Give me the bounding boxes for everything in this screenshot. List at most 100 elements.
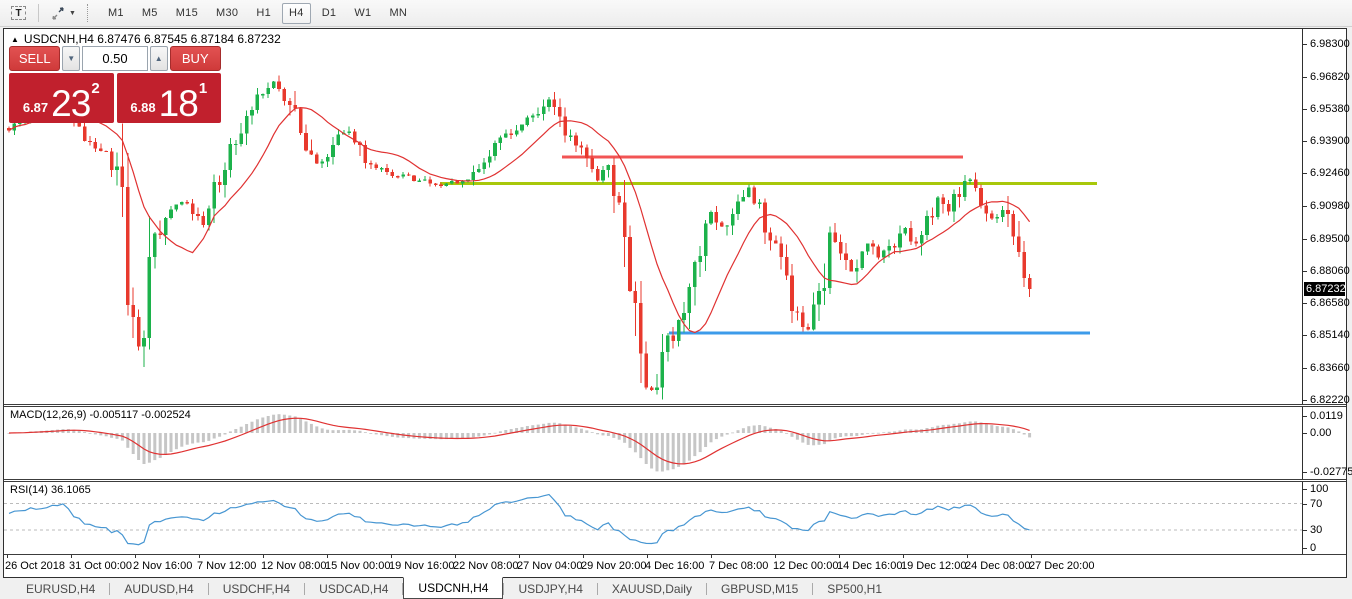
buy-button[interactable]: BUY xyxy=(169,46,221,71)
volume-input[interactable] xyxy=(82,46,148,71)
price-axis[interactable]: 6.98300 6.96820 6.95380 6.93900 6.92460 6.909… xyxy=(1303,29,1350,406)
rsi-indicator-pane[interactable]: RSI(14) 36.1065 xyxy=(4,482,1303,554)
toolbar-separator xyxy=(38,4,39,22)
price-tick-label: 6.89500 xyxy=(1310,233,1350,245)
timeframe-button-h1[interactable]: H1 xyxy=(256,7,272,19)
tab-divider xyxy=(304,582,306,595)
rsi-tick-label: 30 xyxy=(1310,524,1323,536)
sell-button[interactable]: SELL xyxy=(9,46,61,71)
tab-eurusd-h4[interactable]: EURUSD,H4 xyxy=(26,581,96,596)
pane-separator[interactable] xyxy=(4,404,1346,407)
sell-price-sup: 2 xyxy=(91,80,100,97)
macd-tick-label-tick xyxy=(1303,472,1307,473)
volume-increase-button[interactable]: ▲ xyxy=(150,46,168,71)
date-tick xyxy=(711,555,712,558)
top-toolbar: T ▼ M1 M5 M15 M30 H1 H4 D1 W1 MN xyxy=(0,0,1352,27)
tab-gbpusd-m15[interactable]: GBPUSD,M15 xyxy=(720,581,799,596)
price-tick-label-tick xyxy=(1303,109,1307,110)
price-tick-label: 6.86580 xyxy=(1310,297,1350,309)
timeframe-button-m30[interactable]: M30 xyxy=(216,7,239,19)
rsi-tick-label: 70 xyxy=(1310,498,1323,510)
price-tick-label-tick xyxy=(1303,206,1307,207)
pane-separator[interactable] xyxy=(4,479,1346,482)
collapse-panel-icon[interactable]: ▲ xyxy=(11,34,19,44)
price-tick-label: 6.92460 xyxy=(1310,167,1350,179)
price-tick-label-tick xyxy=(1303,141,1307,142)
price-tick-label: 6.88060 xyxy=(1310,265,1350,277)
timeframe-button-m1[interactable]: M1 xyxy=(107,7,124,19)
price-tick-label: 6.83660 xyxy=(1310,362,1350,374)
price-tick-label: 6.93900 xyxy=(1310,135,1350,147)
date-tick xyxy=(519,555,520,558)
buy-price-sup: 1 xyxy=(198,80,208,97)
tab-usdjpy-h4[interactable]: USDJPY,H4 xyxy=(518,581,583,596)
price-tick-label: 6.82220 xyxy=(1310,394,1350,406)
date-label: 12 Nov 08:00 xyxy=(261,560,327,572)
macd-tick-label-tick xyxy=(1303,416,1307,417)
one-click-trade-panel: SELL ▼ ▲ BUY 6.87 23 2 6.88 18 1 xyxy=(9,46,221,123)
date-tick xyxy=(327,555,328,558)
timeframe-button-w1[interactable]: W1 xyxy=(354,7,372,19)
date-tick xyxy=(71,555,72,558)
sell-price-prefix: 6.87 xyxy=(22,100,49,115)
toolbar-grip[interactable] xyxy=(86,4,93,22)
macd-indicator-pane[interactable]: MACD(12,26,9) -0.005117 -0.002524 xyxy=(4,407,1303,479)
rsi-axis[interactable]: 100 70 30 0 xyxy=(1303,482,1346,554)
tab-audusd-h4[interactable]: AUDUSD,H4 xyxy=(124,581,194,596)
price-tick-label: 6.85140 xyxy=(1310,329,1350,341)
rsi-tick-label-tick xyxy=(1303,548,1307,549)
timeframe-button-m15[interactable]: M15 xyxy=(175,7,199,19)
date-tick xyxy=(839,555,840,558)
date-label: 24 Dec 08:00 xyxy=(965,560,1031,572)
macd-pane-row: MACD(12,26,9) -0.005117 -0.002524 0.0119… xyxy=(4,407,1352,479)
macd-axis[interactable]: 0.0119 0.00 -0.027754 xyxy=(1303,407,1352,479)
crosshair-arrows-button[interactable]: ▼ xyxy=(44,3,83,24)
date-tick xyxy=(7,555,8,558)
timeframe-button-m5[interactable]: M5 xyxy=(141,7,158,19)
timeframe-button-mn[interactable]: MN xyxy=(389,7,408,19)
date-label: 4 Dec 16:00 xyxy=(645,560,705,572)
volume-decrease-button[interactable]: ▼ xyxy=(62,46,80,71)
date-tick xyxy=(1031,555,1032,558)
tab-usdcnh-h4[interactable]: USDCNH,H4 xyxy=(403,577,504,599)
text-tool-button[interactable]: T xyxy=(4,3,33,24)
price-tick-label-tick xyxy=(1303,271,1307,272)
price-tick-label-tick xyxy=(1303,303,1307,304)
price-tick-label: 6.90980 xyxy=(1310,200,1350,212)
tab-usdcad-h4[interactable]: USDCAD,H4 xyxy=(319,581,389,596)
diagonal-arrows-icon xyxy=(51,6,65,20)
tab-sp500-h1[interactable]: SP500,H1 xyxy=(827,581,882,596)
timeframe-button-h4[interactable]: H4 xyxy=(282,2,311,24)
sell-price-big: 23 xyxy=(51,82,91,124)
date-label: 29 Nov 20:00 xyxy=(581,560,647,572)
date-tick xyxy=(455,555,456,558)
date-label: 26 Oct 2018 xyxy=(5,560,65,572)
tab-divider xyxy=(109,582,111,595)
date-tick xyxy=(135,555,136,558)
tab-divider xyxy=(503,582,505,595)
price-tick-label-tick xyxy=(1303,239,1307,240)
price-tick-label-tick xyxy=(1303,44,1307,45)
timeframe-button-d1[interactable]: D1 xyxy=(321,7,337,19)
buy-quote-button[interactable]: 6.88 18 1 xyxy=(116,73,221,123)
chart-title-text: USDCNH,H4 6.87476 6.87545 6.87184 6.8723… xyxy=(23,32,281,46)
date-tick xyxy=(903,555,904,558)
current-price-badge: 6.87232 xyxy=(1304,282,1346,296)
price-chart[interactable]: ▲ USDCNH,H4 6.87476 6.87545 6.87184 6.87… xyxy=(4,29,1303,404)
rsi-tick-label-tick xyxy=(1303,530,1307,531)
date-label: 19 Nov 16:00 xyxy=(389,560,455,572)
date-axis[interactable]: 26 Oct 2018 31 Oct 00:00 2 Nov 16:00 7 Nov … xyxy=(4,554,1346,576)
price-tick-label-tick xyxy=(1303,77,1307,78)
macd-tick-label-tick xyxy=(1303,433,1307,434)
macd-label: MACD(12,26,9) -0.005117 -0.002524 xyxy=(10,409,191,421)
date-label: 12 Dec 00:00 xyxy=(773,560,839,572)
timeframe-group: M1 M5 M15 M30 H1 H4 D1 W1 MN xyxy=(99,2,416,24)
date-label: 31 Oct 00:00 xyxy=(69,560,132,572)
price-tick-label: 6.96820 xyxy=(1310,71,1350,83)
sell-quote-button[interactable]: 6.87 23 2 xyxy=(9,73,114,123)
tab-usdchf-h4[interactable]: USDCHF,H4 xyxy=(222,581,291,596)
date-tick xyxy=(583,555,584,558)
date-label: 7 Dec 08:00 xyxy=(709,560,769,572)
date-label: 27 Nov 04:00 xyxy=(517,560,583,572)
tab-xauusd-daily[interactable]: XAUUSD,Daily xyxy=(611,581,692,596)
